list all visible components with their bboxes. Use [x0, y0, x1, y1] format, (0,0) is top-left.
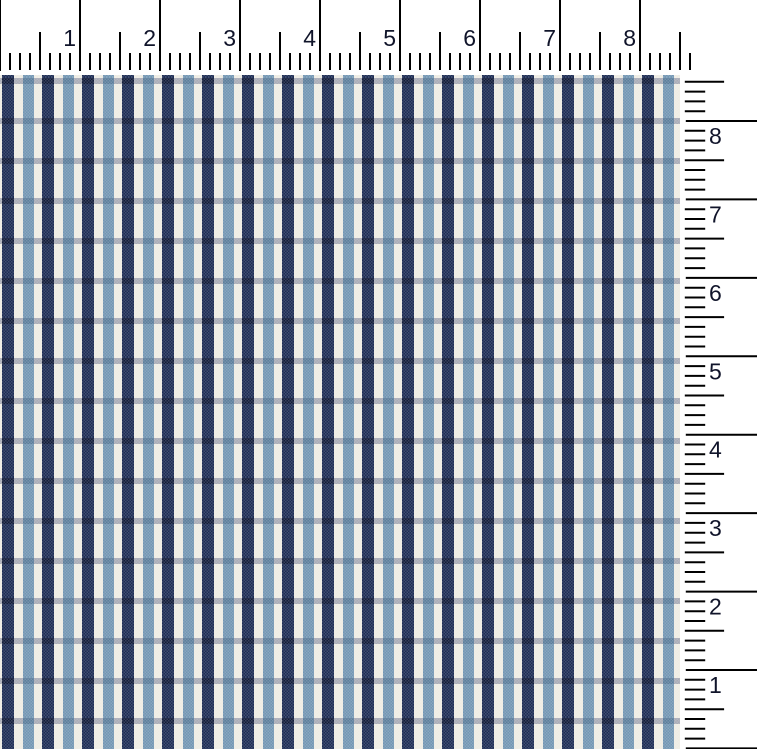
svg-text:7: 7: [543, 25, 556, 51]
svg-text:4: 4: [709, 437, 722, 463]
svg-text:5: 5: [709, 358, 722, 384]
svg-text:8: 8: [709, 123, 722, 149]
svg-text:1: 1: [709, 672, 722, 698]
svg-text:6: 6: [463, 25, 476, 51]
svg-text:6: 6: [709, 280, 722, 306]
svg-text:5: 5: [383, 25, 396, 51]
svg-text:3: 3: [223, 25, 236, 51]
svg-text:1: 1: [63, 25, 76, 51]
svg-text:4: 4: [303, 25, 316, 51]
svg-text:7: 7: [709, 201, 722, 227]
svg-text:2: 2: [709, 594, 722, 620]
svg-text:8: 8: [623, 25, 636, 51]
svg-text:2: 2: [143, 25, 156, 51]
svg-text:3: 3: [709, 515, 722, 541]
